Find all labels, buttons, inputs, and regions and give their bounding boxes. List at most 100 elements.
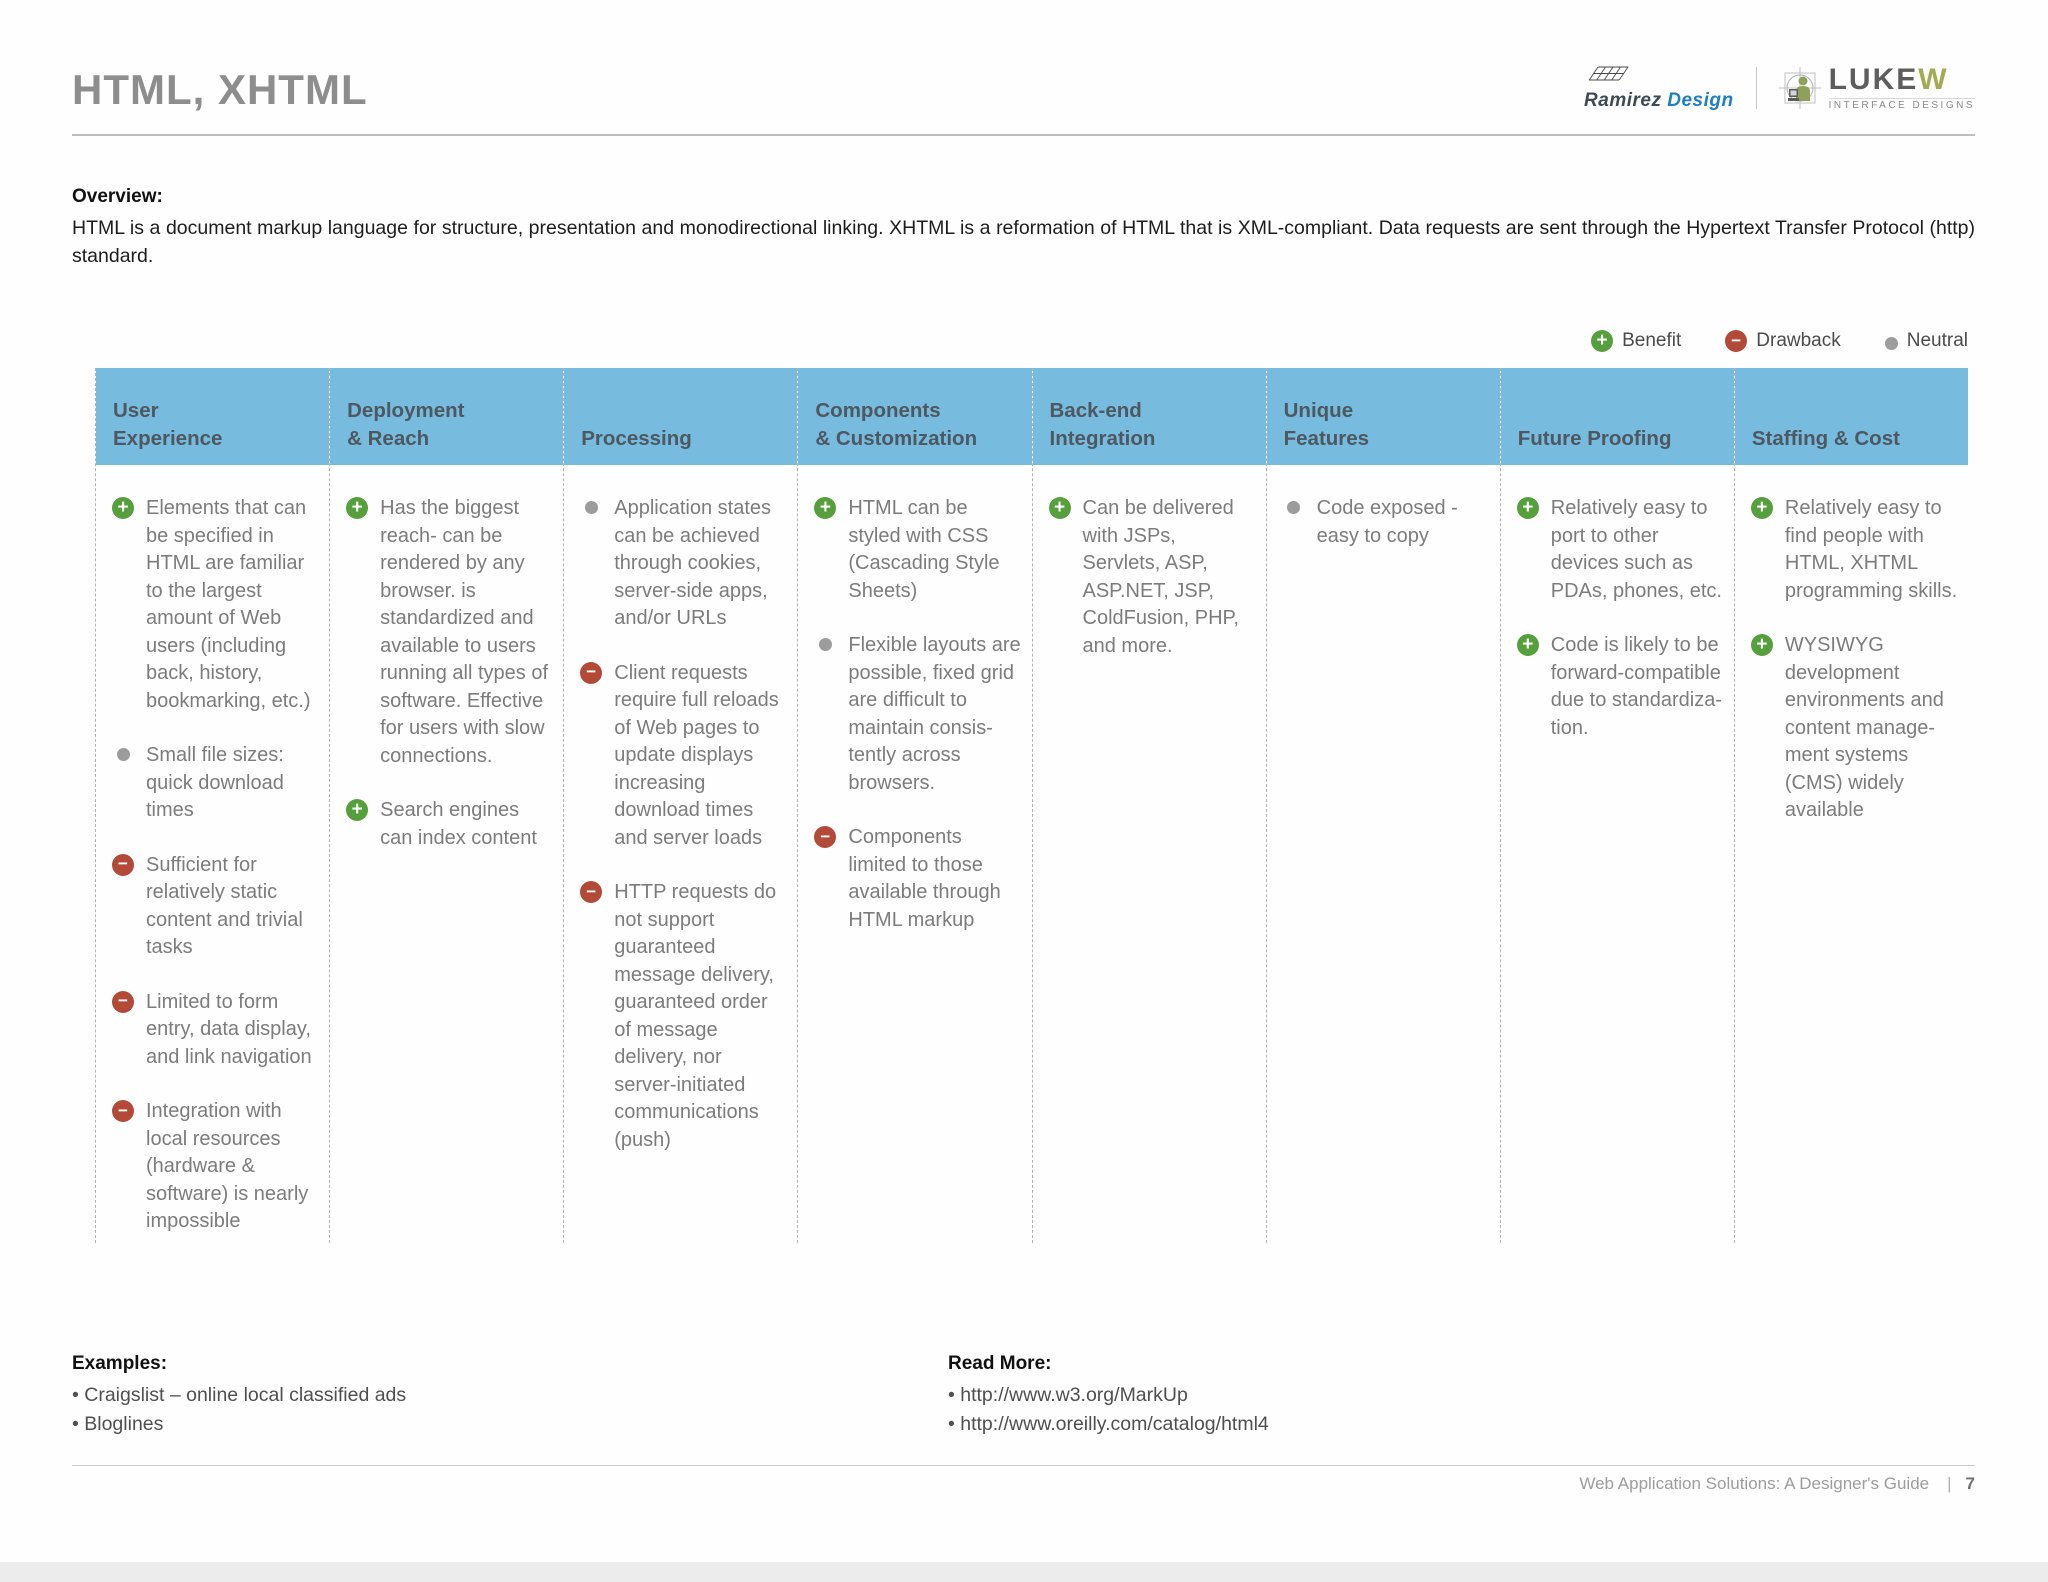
drawback-icon — [112, 853, 134, 876]
benefit-icon — [346, 799, 369, 821]
column-header: Future Proofing — [1500, 368, 1734, 465]
table-item-text: Small file sizes: quick download times — [146, 744, 284, 821]
table-item: Has the biggest reach- can be rendered b… — [345, 495, 555, 770]
neutral-icon — [818, 638, 832, 651]
legend-label: Drawback — [1756, 330, 1841, 351]
benefit-icon — [1750, 634, 1773, 656]
column-header: Deployment & Reach — [330, 368, 564, 465]
legend-item-benefit: Benefit — [1591, 330, 1681, 352]
column-components-customization: Components & Customization HTML can be s… — [797, 368, 1032, 1243]
read-more-section: Read More: http://www.w3.org/MarkUp http… — [948, 1353, 1975, 1439]
neutral-icon — [1884, 336, 1898, 350]
table-item: Client requests require full reloads of … — [579, 660, 789, 853]
benefit-icon — [346, 497, 369, 519]
table-item: Relatively easy to find people with HTML… — [1750, 495, 1960, 605]
drawback-icon — [1725, 330, 1748, 352]
column-header: Back-end Integration — [1032, 368, 1266, 465]
column-header: Unique Features — [1266, 368, 1500, 465]
column-header: User Experience — [96, 368, 330, 465]
column-header: Staffing & Cost — [1734, 368, 1968, 465]
table-item: Small file sizes: quick download times — [111, 742, 321, 825]
column-staffing-cost: Staffing & Cost Relatively easy to find … — [1733, 368, 1968, 1243]
ramirez-design-logo: Ramirez Design — [1584, 64, 1734, 112]
table-item-text: HTTP requests do not support guaranteed … — [614, 881, 777, 1151]
column-processing: Processing Application states can be ach… — [563, 368, 798, 1243]
table-item-text: Components limited to those available th… — [848, 826, 1001, 931]
read-more-link[interactable]: http://www.oreilly.com/catalog/html4 — [948, 1410, 1975, 1439]
table-item-text: Code is likely to be forward-compatible … — [1550, 634, 1722, 739]
footer-text: Web Application Solutions: A Designer's … — [1579, 1474, 1930, 1493]
lukew-logo-text: LUKEW INTERFACE DESIGNS — [1828, 63, 1975, 111]
legend-label: Benefit — [1622, 330, 1682, 351]
lukew-logo: LUKEW INTERFACE DESIGNS — [1778, 63, 1975, 111]
benefit-icon — [1516, 497, 1539, 519]
table-item-text: HTML can be styled with CSS (Cascading S… — [848, 497, 1000, 602]
drawback-icon — [580, 661, 603, 684]
table-item: HTML can be styled with CSS (Cascading S… — [813, 495, 1023, 605]
column-body: Can be delivered with JSPs, Servlets, AS… — [1033, 465, 1266, 1243]
computer-user-icon — [1778, 67, 1821, 109]
drawback-icon — [580, 881, 603, 903]
table-item-text: WYSIWYG development environments and con… — [1784, 634, 1944, 821]
examples-list: Craigslist – online local classified ads… — [72, 1381, 948, 1439]
drawback-icon — [112, 990, 134, 1013]
benefit-icon — [814, 497, 837, 519]
footer-separator: | — [1947, 1474, 1952, 1493]
overview-heading: Overview: — [72, 186, 163, 207]
read-more-heading: Read More: — [948, 1353, 1052, 1374]
table-item-text: Has the biggest reach- can be rendered b… — [380, 497, 549, 767]
table-item-text: Elements that can be specified in HTML a… — [146, 497, 311, 712]
logo-divider — [1755, 67, 1757, 109]
benefit-icon — [112, 497, 134, 519]
table-item-text: Application states can be achieved throu… — [614, 497, 772, 629]
column-backend-integration: Back-end Integration Can be delivered wi… — [1031, 368, 1266, 1243]
title-divider — [72, 134, 1975, 136]
table-item-text: Limited to form entry, data display, and… — [146, 990, 312, 1068]
examples-section: Examples: Craigslist – online local clas… — [72, 1353, 948, 1439]
table-item: Elements that can be specified in HTML a… — [111, 495, 321, 715]
table-item-text: Relatively easy to find people with HTML… — [1784, 497, 1958, 602]
read-more-link[interactable]: http://www.w3.org/MarkUp — [948, 1381, 1975, 1410]
examples-heading: Examples: — [72, 1353, 168, 1374]
column-body: Has the biggest reach- can be rendered b… — [330, 465, 563, 1243]
table-item: Relatively easy to port to other devices… — [1516, 495, 1726, 605]
neutral-icon — [584, 501, 598, 514]
column-body: Elements that can be specified in HTML a… — [96, 465, 329, 1243]
table-item-text: Integration with local resources (hardwa… — [146, 1100, 309, 1232]
table-item: Sufficient for relatively static content… — [111, 852, 321, 962]
neutral-icon — [1287, 501, 1301, 514]
table-item: Search engines can index content — [345, 797, 555, 852]
table-item-text: Code exposed - easy to copy — [1316, 497, 1458, 547]
column-body: Application states can be achieved throu… — [564, 465, 797, 1243]
table-item: Application states can be achieved throu… — [579, 495, 789, 633]
column-deployment-reach: Deployment & Reach Has the biggest reach… — [329, 368, 564, 1243]
legend: Benefit Drawback Neutral — [72, 330, 1968, 352]
drawback-icon — [112, 1100, 134, 1122]
table-item: Code exposed - easy to copy — [1282, 495, 1492, 550]
neutral-icon — [116, 748, 130, 761]
table-item: Components limited to those available th… — [813, 824, 1023, 934]
table-item-text: Flexible layouts are possible, fixed gri… — [848, 634, 1021, 794]
legend-item-neutral: Neutral — [1884, 330, 1968, 352]
overview-text: HTML is a document markup language for s… — [72, 217, 1975, 267]
table-item: Code is likely to be forward-compatible … — [1516, 632, 1726, 742]
overview-section: Overview: HTML is a document markup lang… — [72, 186, 1975, 270]
benefit-icon — [1048, 497, 1071, 519]
table-item-text: Sufficient for relatively static content… — [146, 853, 303, 959]
comparison-table: User Experience Elements that can be spe… — [95, 368, 1968, 1243]
read-more-list: http://www.w3.org/MarkUp http://www.orei… — [948, 1381, 1975, 1439]
example-item: Craigslist – online local classified ads — [72, 1381, 948, 1410]
table-item: HTTP requests do not support guaranteed … — [579, 879, 789, 1154]
table-item: Can be delivered with JSPs, Servlets, AS… — [1048, 495, 1258, 660]
wireframe-grid-icon — [1588, 66, 1629, 81]
page-number: 7 — [1965, 1474, 1975, 1493]
table-item: Flexible layouts are possible, fixed gri… — [813, 632, 1023, 797]
table-item: WYSIWYG development environments and con… — [1750, 632, 1960, 825]
column-body: Code exposed - easy to copy — [1267, 465, 1500, 1243]
page-title: HTML, XHTML — [72, 66, 368, 113]
benefit-icon — [1591, 330, 1614, 352]
column-user-experience: User Experience Elements that can be spe… — [95, 368, 330, 1243]
column-body: Relatively easy to port to other devices… — [1501, 465, 1734, 1243]
example-item: Bloglines — [72, 1410, 948, 1439]
